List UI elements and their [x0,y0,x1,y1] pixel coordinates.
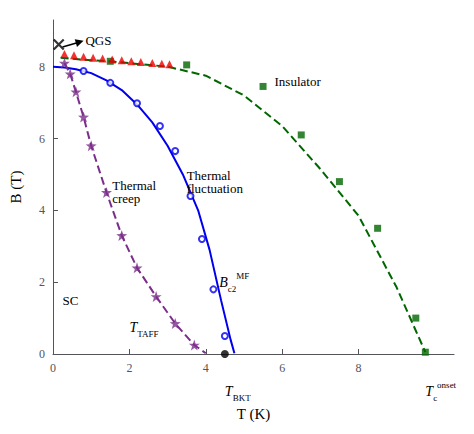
svg-text:2: 2 [126,361,132,375]
svg-text:SC: SC [63,293,79,308]
svg-text:0: 0 [39,347,45,361]
svg-text:creep: creep [112,191,140,206]
svg-text:0: 0 [50,361,56,375]
svg-text:8: 8 [356,361,362,375]
svg-text:4: 4 [203,361,209,375]
svg-text:2: 2 [39,275,45,289]
svg-text:T: T [224,384,233,400]
svg-text:c2: c2 [228,284,237,294]
svg-text:T (K): T (K) [237,406,270,423]
svg-text:6: 6 [279,361,285,375]
svg-text:fluctuation: fluctuation [187,181,244,196]
svg-text:B: B [219,274,228,290]
svg-text:MF: MF [236,271,249,281]
svg-text:4: 4 [39,203,45,217]
svg-text:Thermal: Thermal [186,167,231,183]
svg-text:QGS: QGS [85,33,111,48]
svg-text:onset: onset [437,380,456,390]
svg-text:Thermal: Thermal [112,178,157,194]
svg-text:8: 8 [39,60,45,74]
svg-text:TAFF: TAFF [137,329,158,339]
svg-text:c: c [433,393,437,403]
svg-text:B (T): B (T) [8,171,25,204]
svg-text:T: T [425,384,434,400]
svg-text:6: 6 [39,132,45,146]
svg-text:BKT: BKT [233,393,252,403]
svg-text:Insulator: Insulator [275,74,322,89]
svg-text:T: T [129,319,138,335]
